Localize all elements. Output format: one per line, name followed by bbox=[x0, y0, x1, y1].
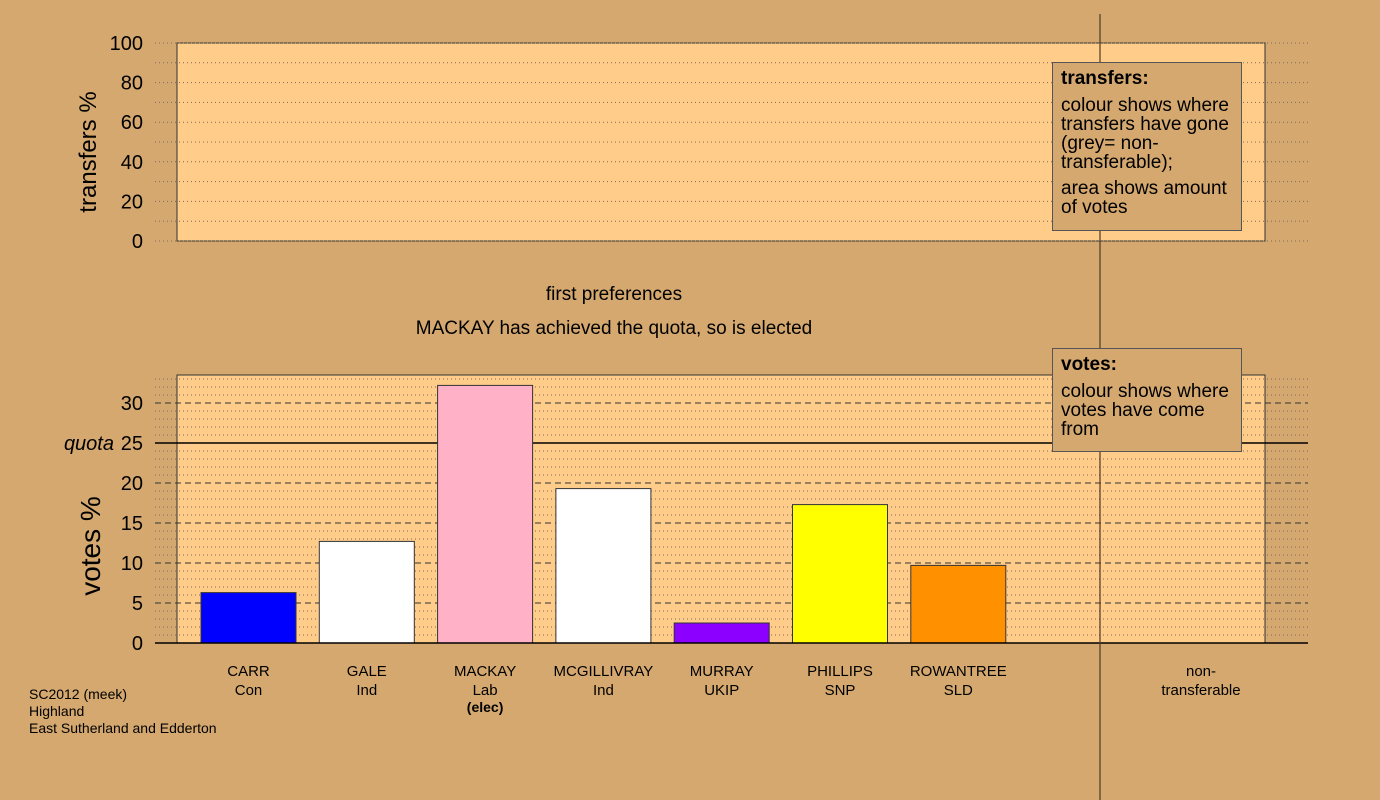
transfers-tick-label: 40 bbox=[121, 152, 143, 174]
stage-message: MACKAY has achieved the quota, so is ele… bbox=[416, 318, 812, 339]
legend-transfers-text-1: colour shows where transfers have gone (… bbox=[1061, 95, 1229, 173]
legend-votes-text: colour shows where votes have come from bbox=[1061, 381, 1229, 440]
candidate-elected-label: (elec) bbox=[467, 699, 504, 715]
candidate-party-label: Con bbox=[235, 682, 263, 699]
bar-mackay bbox=[437, 384, 534, 644]
bar-carr bbox=[200, 592, 297, 644]
candidate-name-label: PHILLIPS bbox=[807, 663, 873, 680]
legend-votes: votes: colour shows where votes have com… bbox=[1052, 348, 1242, 452]
transfers-tick-label: 100 bbox=[110, 33, 143, 55]
transfers-axis-label: transfers % bbox=[75, 91, 102, 212]
candidate-party-label: UKIP bbox=[704, 682, 739, 699]
votes-tick-label: 0 bbox=[132, 633, 143, 655]
candidate-name-label: CARR bbox=[227, 663, 270, 680]
votes-tick-label: 15 bbox=[121, 513, 143, 535]
bar-murray bbox=[673, 622, 770, 644]
transfers-tick-label: 0 bbox=[132, 231, 143, 253]
candidate-name-label: ROWANTREE bbox=[910, 663, 1007, 680]
candidate-name-label: MURRAY bbox=[690, 663, 754, 680]
footer-council: Highland bbox=[29, 703, 85, 719]
candidate-name-label: GALE bbox=[347, 663, 387, 680]
votes-tick-label: 10 bbox=[121, 553, 143, 575]
candidate-party-label: SLD bbox=[944, 682, 973, 699]
quota-label: quota bbox=[64, 433, 114, 455]
bar-gale bbox=[318, 540, 415, 644]
votes-axis-label: votes % bbox=[75, 496, 106, 596]
stage-title: first preferences bbox=[546, 284, 682, 305]
transfers-tick-label: 20 bbox=[121, 191, 143, 213]
legend-votes-title: votes: bbox=[1061, 354, 1117, 375]
transfers-tick-label: 60 bbox=[121, 112, 143, 134]
nontransferable-label-1: non- bbox=[1186, 663, 1216, 680]
candidate-party-label: Lab bbox=[473, 682, 498, 699]
footer-election: SC2012 (meek) bbox=[29, 686, 128, 702]
nontransferable-label-2: transferable bbox=[1161, 682, 1240, 699]
legend-transfers: transfers: colour shows where transfers … bbox=[1052, 62, 1242, 231]
bar-phillips bbox=[792, 504, 888, 644]
candidate-name-label: MACKAY bbox=[454, 663, 516, 680]
bar-rowantree bbox=[910, 564, 1007, 644]
candidate-party-label: Ind bbox=[593, 682, 614, 699]
candidate-party-label: SNP bbox=[825, 682, 856, 699]
footer-ward: East Sutherland and Edderton bbox=[29, 720, 217, 736]
votes-tick-label: 5 bbox=[132, 593, 143, 615]
votes-tick-label: 20 bbox=[121, 473, 143, 495]
bar-mcgillivray bbox=[555, 488, 652, 644]
votes-tick-label: 30 bbox=[121, 393, 143, 415]
legend-transfers-title: transfers: bbox=[1061, 68, 1149, 89]
votes-tick-label: 25 bbox=[121, 433, 143, 455]
candidate-party-label: Ind bbox=[356, 682, 377, 699]
candidate-name-label: MCGILLIVRAY bbox=[554, 663, 654, 680]
footer-info: SC2012 (meek) Highland East Sutherland a… bbox=[29, 686, 217, 737]
legend-transfers-text-2: area shows amount of votes bbox=[1061, 178, 1227, 218]
transfers-tick-label: 80 bbox=[121, 73, 143, 95]
